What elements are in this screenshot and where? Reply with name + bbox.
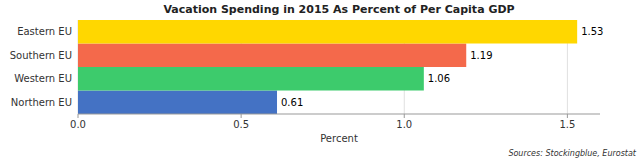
data-label: 1.53 — [581, 26, 603, 37]
x-tick — [241, 114, 242, 118]
y-tick-label: Western EU — [14, 73, 72, 84]
y-tick-label: Northern EU — [11, 97, 72, 108]
x-tick — [78, 114, 79, 118]
bar — [78, 20, 577, 44]
data-label: 1.19 — [470, 50, 492, 61]
x-tick-label: 1.0 — [396, 119, 412, 130]
x-tick — [404, 114, 405, 118]
annotation: Sources: Stockingblue, Eurostat — [508, 149, 636, 158]
y-tick-label: Eastern EU — [17, 26, 72, 37]
x-tick-label: 0.0 — [70, 119, 86, 130]
data-label: 0.61 — [281, 97, 303, 108]
bars — [78, 20, 577, 114]
x-tick — [567, 114, 568, 118]
x-tick-label: 0.5 — [233, 119, 249, 130]
x-axis-line — [78, 114, 600, 115]
x-tick-label: 1.5 — [559, 119, 575, 130]
title: Vacation Spending in 2015 As Percent of … — [163, 3, 514, 16]
data-label: 1.06 — [428, 73, 450, 84]
bar — [78, 91, 277, 115]
bar — [78, 44, 466, 68]
y-tick-label: Southern EU — [10, 50, 72, 61]
chart: 0.0 0.5 1.0 1.5 Northern EU Western EU Souther… — [0, 0, 640, 160]
bar — [78, 67, 424, 91]
x-axis-label: Percent — [320, 133, 358, 144]
